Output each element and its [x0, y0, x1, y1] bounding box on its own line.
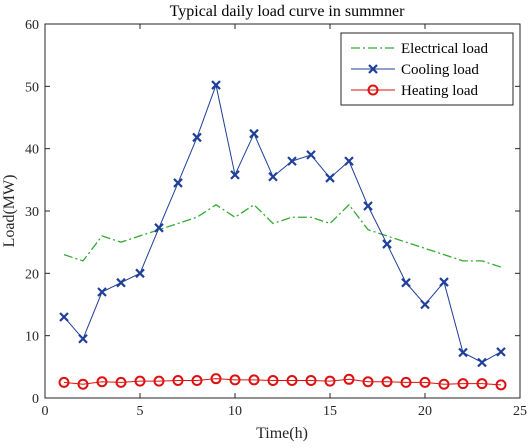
- heating-load-line: [63, 378, 502, 386]
- heating-load-point: [362, 376, 374, 388]
- heating-load-point: [229, 374, 241, 386]
- heating-load-point: [457, 378, 469, 390]
- series-electrical-load: [63, 203, 502, 268]
- electrical-load-line: [63, 203, 502, 268]
- heating-load-point: [381, 376, 393, 388]
- cooling-load-point: [97, 287, 107, 297]
- cooling-load-point: [135, 268, 145, 279]
- y-tick-label: 10: [25, 330, 39, 345]
- legend-marker: [368, 64, 378, 74]
- legend-label: Electrical load: [401, 41, 489, 57]
- cooling-load-point: [268, 171, 278, 182]
- x-tick-label: 5: [137, 404, 144, 419]
- cooling-load-point: [154, 223, 164, 233]
- legend-label: Cooling load: [401, 62, 479, 78]
- cooling-load-point: [363, 201, 373, 211]
- legend-label: Heating load: [401, 83, 479, 99]
- heating-load-point: [191, 375, 203, 387]
- heating-load-point: [305, 375, 317, 387]
- y-tick-label: 60: [25, 18, 39, 33]
- heating-load-point: [77, 378, 89, 390]
- y-tick-label: 40: [25, 143, 39, 158]
- cooling-load-point: [306, 150, 316, 160]
- chart-title: Typical daily load curve in summner: [170, 3, 405, 20]
- cooling-load-point: [477, 357, 487, 368]
- heating-load-point: [495, 379, 507, 391]
- cooling-load-point: [192, 132, 202, 143]
- heating-load-point: [476, 378, 488, 390]
- axes: 0 5 10 15 20 25 0 10 20 30 40 50 60: [25, 18, 527, 419]
- cooling-load-point: [401, 277, 411, 288]
- cooling-load-point: [420, 299, 430, 310]
- series-heating-load: [58, 373, 507, 391]
- heating-load-point: [248, 374, 260, 386]
- y-tick-label: 0: [32, 392, 39, 407]
- cooling-load-point: [382, 239, 392, 249]
- cooling-load-point: [439, 277, 449, 287]
- heating-load-point: [286, 375, 298, 387]
- heating-load-point: [153, 375, 165, 387]
- x-tick-label: 10: [228, 404, 242, 419]
- heating-load-point: [210, 373, 222, 385]
- legend-item-cooling-load: Cooling load: [351, 62, 479, 78]
- heating-load-point: [172, 375, 184, 387]
- y-axis-title: Load(MW): [1, 175, 18, 248]
- cooling-load-point: [496, 347, 506, 357]
- x-tick-label: 25: [513, 404, 527, 419]
- heating-load-point: [438, 378, 450, 390]
- legend-item-electrical-load: Electrical load: [351, 41, 489, 57]
- heating-load-point: [267, 375, 279, 387]
- heating-load-point: [58, 376, 70, 388]
- cooling-load-point: [173, 178, 183, 188]
- y-tick-label: 50: [25, 80, 39, 95]
- legend: Electrical load Cooling load Heating load: [340, 32, 514, 106]
- series-cooling-load: [59, 80, 506, 368]
- x-tick-label: 20: [418, 404, 432, 419]
- legend-marker: [367, 84, 379, 96]
- legend-item-heating-load: Heating load: [351, 83, 479, 99]
- cooling-load-point: [116, 277, 126, 288]
- x-tick-label: 0: [42, 404, 49, 419]
- heating-load-point: [115, 376, 127, 388]
- y-tick-label: 30: [25, 205, 39, 220]
- x-tick-label: 15: [323, 404, 337, 419]
- cooling-load-point: [249, 128, 259, 139]
- cooling-load-point: [458, 347, 468, 358]
- heating-load-point: [96, 376, 108, 388]
- y-tick-label: 20: [25, 267, 39, 282]
- cooling-load-point: [211, 80, 221, 90]
- heating-load-point: [324, 375, 336, 387]
- cooling-load-point: [287, 156, 297, 166]
- heating-load-point: [343, 373, 355, 385]
- cooling-load-point: [344, 156, 354, 166]
- cooling-load-point: [78, 334, 88, 344]
- cooling-load-point: [59, 312, 69, 322]
- cooling-load-point: [325, 173, 335, 183]
- x-axis-title: Time(h): [256, 425, 308, 442]
- heating-load-point: [400, 376, 412, 388]
- heating-load-point: [134, 375, 146, 387]
- series-layer: [58, 80, 507, 391]
- heating-load-point: [419, 376, 431, 388]
- cooling-load-point: [230, 170, 240, 180]
